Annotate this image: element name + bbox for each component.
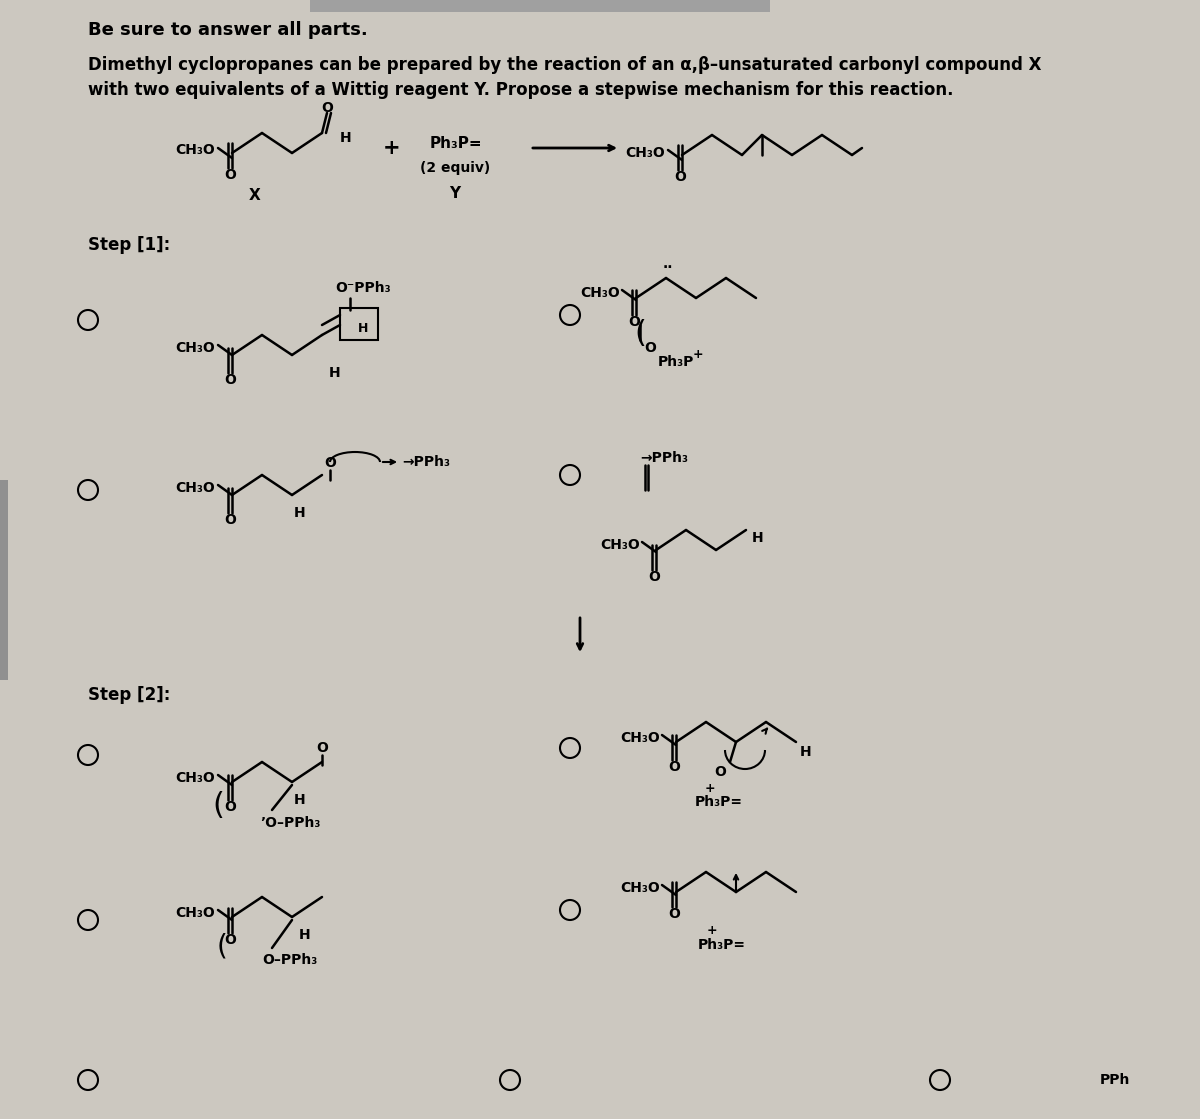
Text: Ph₃P=: Ph₃P=	[698, 938, 746, 952]
Text: O–PPh₃: O–PPh₃	[262, 953, 317, 967]
Text: O: O	[316, 741, 328, 755]
Text: Ph₃P: Ph₃P	[658, 355, 695, 369]
Text: (: (	[217, 933, 227, 961]
Text: H: H	[800, 745, 811, 759]
Text: H: H	[299, 928, 311, 942]
Text: X: X	[250, 188, 260, 203]
Text: (2 equiv): (2 equiv)	[420, 161, 490, 175]
Text: +: +	[383, 138, 401, 158]
Text: O: O	[322, 101, 332, 115]
Text: H: H	[329, 366, 341, 380]
Text: Step [2]:: Step [2]:	[88, 686, 170, 704]
Text: PPh: PPh	[1100, 1073, 1130, 1087]
Text: O: O	[714, 765, 726, 779]
Text: +: +	[704, 781, 715, 794]
Text: O: O	[224, 168, 236, 182]
Text: O: O	[644, 341, 656, 355]
Text: O: O	[668, 760, 680, 774]
Text: +: +	[692, 348, 703, 361]
Text: CH₃O: CH₃O	[175, 341, 215, 355]
Text: CH₃O: CH₃O	[600, 538, 640, 552]
Text: CH₃O: CH₃O	[175, 771, 215, 786]
Text: Ph₃P=: Ph₃P=	[695, 794, 743, 809]
Text: O: O	[628, 316, 640, 329]
Text: Y: Y	[450, 186, 461, 200]
Text: →PPh₃: →PPh₃	[402, 455, 450, 469]
Text: O: O	[224, 933, 236, 947]
Text: O: O	[324, 457, 336, 470]
Text: H: H	[340, 131, 352, 145]
Text: O: O	[224, 800, 236, 814]
Text: CH₃O: CH₃O	[620, 881, 660, 895]
Text: O: O	[224, 513, 236, 527]
Text: CH₃O: CH₃O	[581, 286, 620, 300]
Text: O: O	[224, 373, 236, 387]
Text: H: H	[294, 793, 306, 807]
Text: →PPh₃: →PPh₃	[640, 451, 688, 466]
Text: CH₃O: CH₃O	[620, 731, 660, 745]
Text: (: (	[634, 319, 646, 348]
Text: CH₃O: CH₃O	[175, 481, 215, 495]
Text: O: O	[648, 570, 660, 584]
Text: Be sure to answer all parts.: Be sure to answer all parts.	[88, 21, 367, 39]
Text: ’O–PPh₃: ’O–PPh₃	[260, 816, 320, 830]
Text: CH₃O: CH₃O	[625, 145, 665, 160]
Text: O⁻PPh₃: O⁻PPh₃	[335, 281, 391, 295]
Text: CH₃O: CH₃O	[175, 143, 215, 157]
Text: H: H	[752, 532, 764, 545]
Text: Dimethyl cyclopropanes can be prepared by the reaction of an α,β–unsaturated car: Dimethyl cyclopropanes can be prepared b…	[88, 56, 1042, 74]
Text: with two equivalents of a Wittig reagent Y. Propose a stepwise mechanism for thi: with two equivalents of a Wittig reagent…	[88, 81, 954, 98]
Text: H: H	[358, 321, 368, 335]
Bar	[310, 0, 770, 12]
Text: ··: ··	[662, 261, 673, 275]
Bar	[340, 308, 378, 340]
Text: O: O	[668, 908, 680, 921]
Text: Step [1]:: Step [1]:	[88, 236, 170, 254]
Text: H: H	[294, 506, 306, 520]
Text: (: (	[212, 790, 224, 819]
Text: Ph₃P=: Ph₃P=	[430, 135, 482, 150]
Text: +: +	[707, 923, 718, 937]
Text: O: O	[674, 170, 686, 184]
Bar	[0, 480, 8, 680]
Text: CH₃O: CH₃O	[175, 906, 215, 920]
